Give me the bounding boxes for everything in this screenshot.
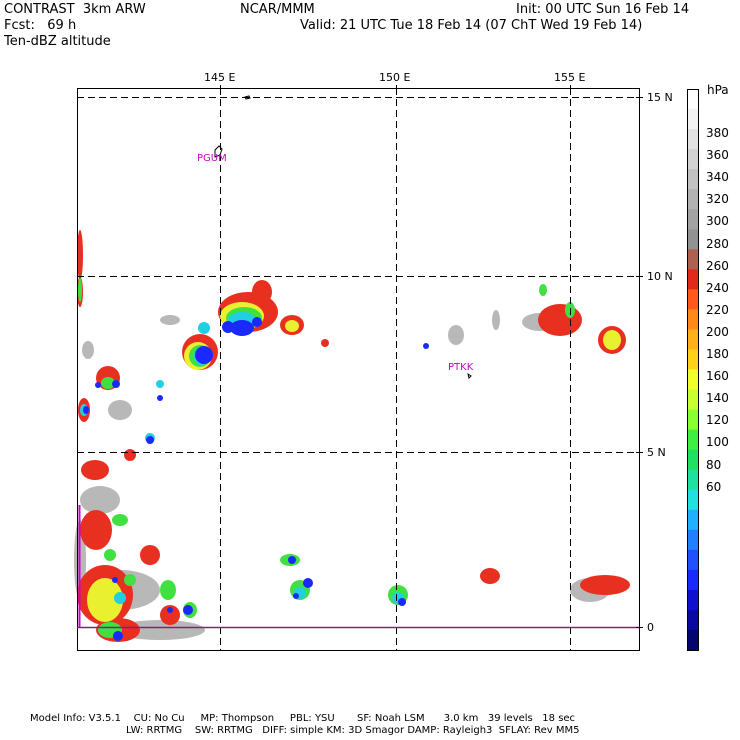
colorbar-swatch [687, 369, 698, 391]
colorbar-tick-label: 340 [706, 170, 729, 185]
colorbar-swatch [687, 529, 698, 551]
colorbar-swatch [687, 389, 698, 411]
colorbar-swatch [687, 409, 698, 431]
colorbar-swatch [687, 169, 698, 190]
colorbar-tick-label: 160 [706, 369, 729, 384]
colorbar-tick-label: 360 [706, 148, 729, 163]
colorbar-tick-label: 120 [706, 413, 729, 428]
lon-label-155: 155 E [554, 71, 586, 84]
chuuk-coastline [467, 372, 472, 379]
model-title: CONTRAST 3km ARW [4, 2, 146, 17]
colorbar [687, 89, 699, 651]
plot-frame [77, 88, 640, 651]
colorbar-tick-label: 60 [706, 479, 722, 494]
lat-label-15: 15 N [647, 91, 673, 104]
colorbar-tick-label: 100 [706, 435, 729, 450]
colorbar-swatch [687, 589, 698, 611]
colorbar-tick-label: 300 [706, 214, 729, 229]
colorbar-swatch [687, 549, 698, 571]
colorbar-swatch [687, 349, 698, 370]
valid-time: Valid: 21 UTC Tue 18 Feb 14 (07 ChT Wed … [300, 18, 643, 33]
echo-blobs [74, 230, 630, 642]
colorbar-swatch [687, 469, 698, 491]
lon-label-145: 145 E [204, 71, 236, 84]
colorbar-unit: hPa [707, 83, 729, 97]
forecast-hour: Fcst: 69 h [4, 18, 77, 33]
model-info-line2: LW: RRTMG SW: RRTMG DIFF: simple KM: 3D … [126, 725, 580, 736]
colorbar-swatch [687, 209, 698, 230]
field-name: Ten-dBZ altitude [4, 34, 111, 49]
colorbar-tick-label: 260 [706, 258, 729, 273]
guam-coastline [214, 145, 223, 158]
colorbar-tick-label: 220 [706, 302, 729, 317]
colorbar-swatch [687, 129, 698, 150]
lat-label-10: 10 N [647, 270, 673, 283]
colorbar-swatch [687, 449, 698, 471]
colorbar-tick-label: 80 [706, 457, 722, 472]
lon-label-150: 150 E [379, 71, 411, 84]
colorbar-tick-label: 320 [706, 192, 729, 207]
axis-ticks [220, 85, 643, 628]
colorbar-swatch [687, 249, 698, 270]
colorbar-frame [687, 89, 699, 651]
colorbar-swatch [687, 629, 698, 651]
colorbar-swatch [687, 609, 698, 631]
station-label-pgum: PGUM [197, 153, 227, 164]
colorbar-swatch [687, 429, 698, 451]
colorbar-swatch [687, 109, 698, 130]
island-coastline [244, 95, 251, 100]
colorbar-tick-label: 140 [706, 391, 729, 406]
colorbar-swatch [687, 329, 698, 350]
colorbar-swatch [687, 289, 698, 310]
colorbar-tick-label: 180 [706, 347, 729, 361]
colorbar-swatch [687, 309, 698, 330]
colorbar-tick-label: 200 [706, 324, 729, 339]
colorbar-swatch [687, 229, 698, 250]
colorbar-swatch [687, 149, 698, 170]
colorbar-swatch [687, 569, 698, 591]
colorbar-swatch [687, 89, 698, 110]
colorbar-swatch [687, 269, 698, 290]
lat-label-0: 0 [647, 621, 654, 634]
colorbar-tick-label: 380 [706, 126, 729, 140]
colorbar-swatch [687, 489, 698, 511]
model-info-line1: Model Info: V3.5.1 CU: No Cu MP: Thompso… [30, 713, 576, 724]
colorbar-tick-label: 280 [706, 236, 729, 251]
lat-lon-grid [77, 88, 640, 650]
center-title: NCAR/MMM [240, 2, 315, 17]
colorbar-swatch [687, 189, 698, 210]
colorbar-tick-label: 240 [706, 280, 729, 295]
station-label-ptkk: PTKK [448, 362, 474, 373]
colorbar-swatch [687, 509, 698, 531]
lat-label-5: 5 N [647, 446, 666, 459]
init-time: Init: 00 UTC Sun 16 Feb 14 [516, 2, 690, 17]
